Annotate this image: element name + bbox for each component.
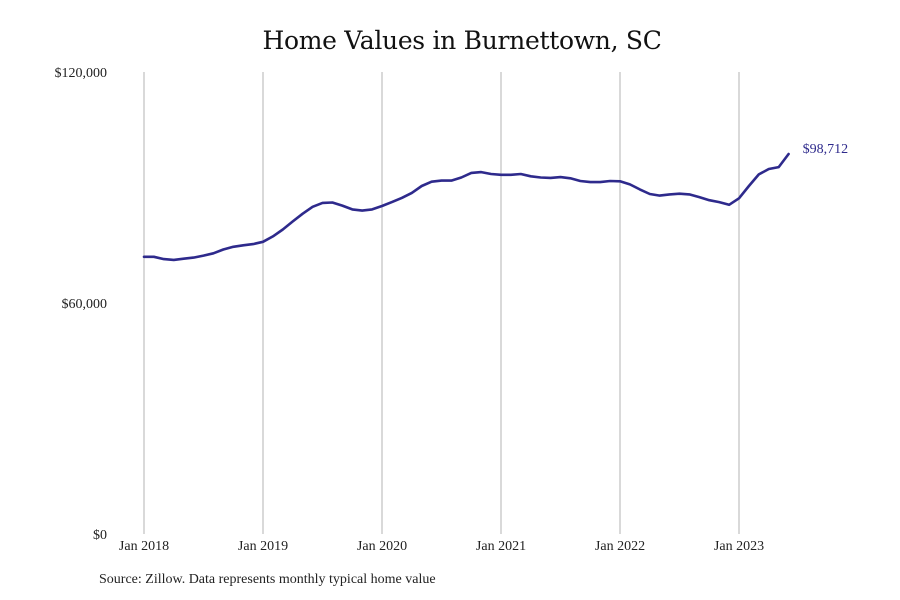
source-note: Source: Zillow. Data represents monthly … (99, 572, 436, 587)
x-tick-label: Jan 2019 (238, 539, 288, 554)
x-axis-tick-labels: Jan 2018 Jan 2019 Jan 2020 Jan 2021 Jan 2022… (119, 539, 764, 554)
series-lines (142, 152, 790, 262)
x-tick-label: Jan 2020 (357, 539, 407, 554)
y-tick-label: $120,000 (55, 66, 108, 81)
end-value-label: $98,712 (803, 142, 849, 157)
x-tick-label: Jan 2023 (714, 539, 764, 554)
x-tick-label: Jan 2018 (119, 539, 169, 554)
x-tick-label: Jan 2021 (476, 539, 526, 554)
y-tick-label: $60,000 (62, 297, 108, 312)
end-value-labels: $98,712 (803, 142, 849, 157)
x-tick-label: Jan 2022 (595, 539, 645, 554)
chart-title: Home Values in Burnettown, SC (262, 26, 662, 55)
vertical-gridlines (143, 72, 740, 534)
y-tick-label: $0 (93, 528, 107, 543)
series-line-0 (142, 152, 790, 262)
y-axis-tick-labels: $0 $60,000 $120,000 (55, 66, 108, 543)
